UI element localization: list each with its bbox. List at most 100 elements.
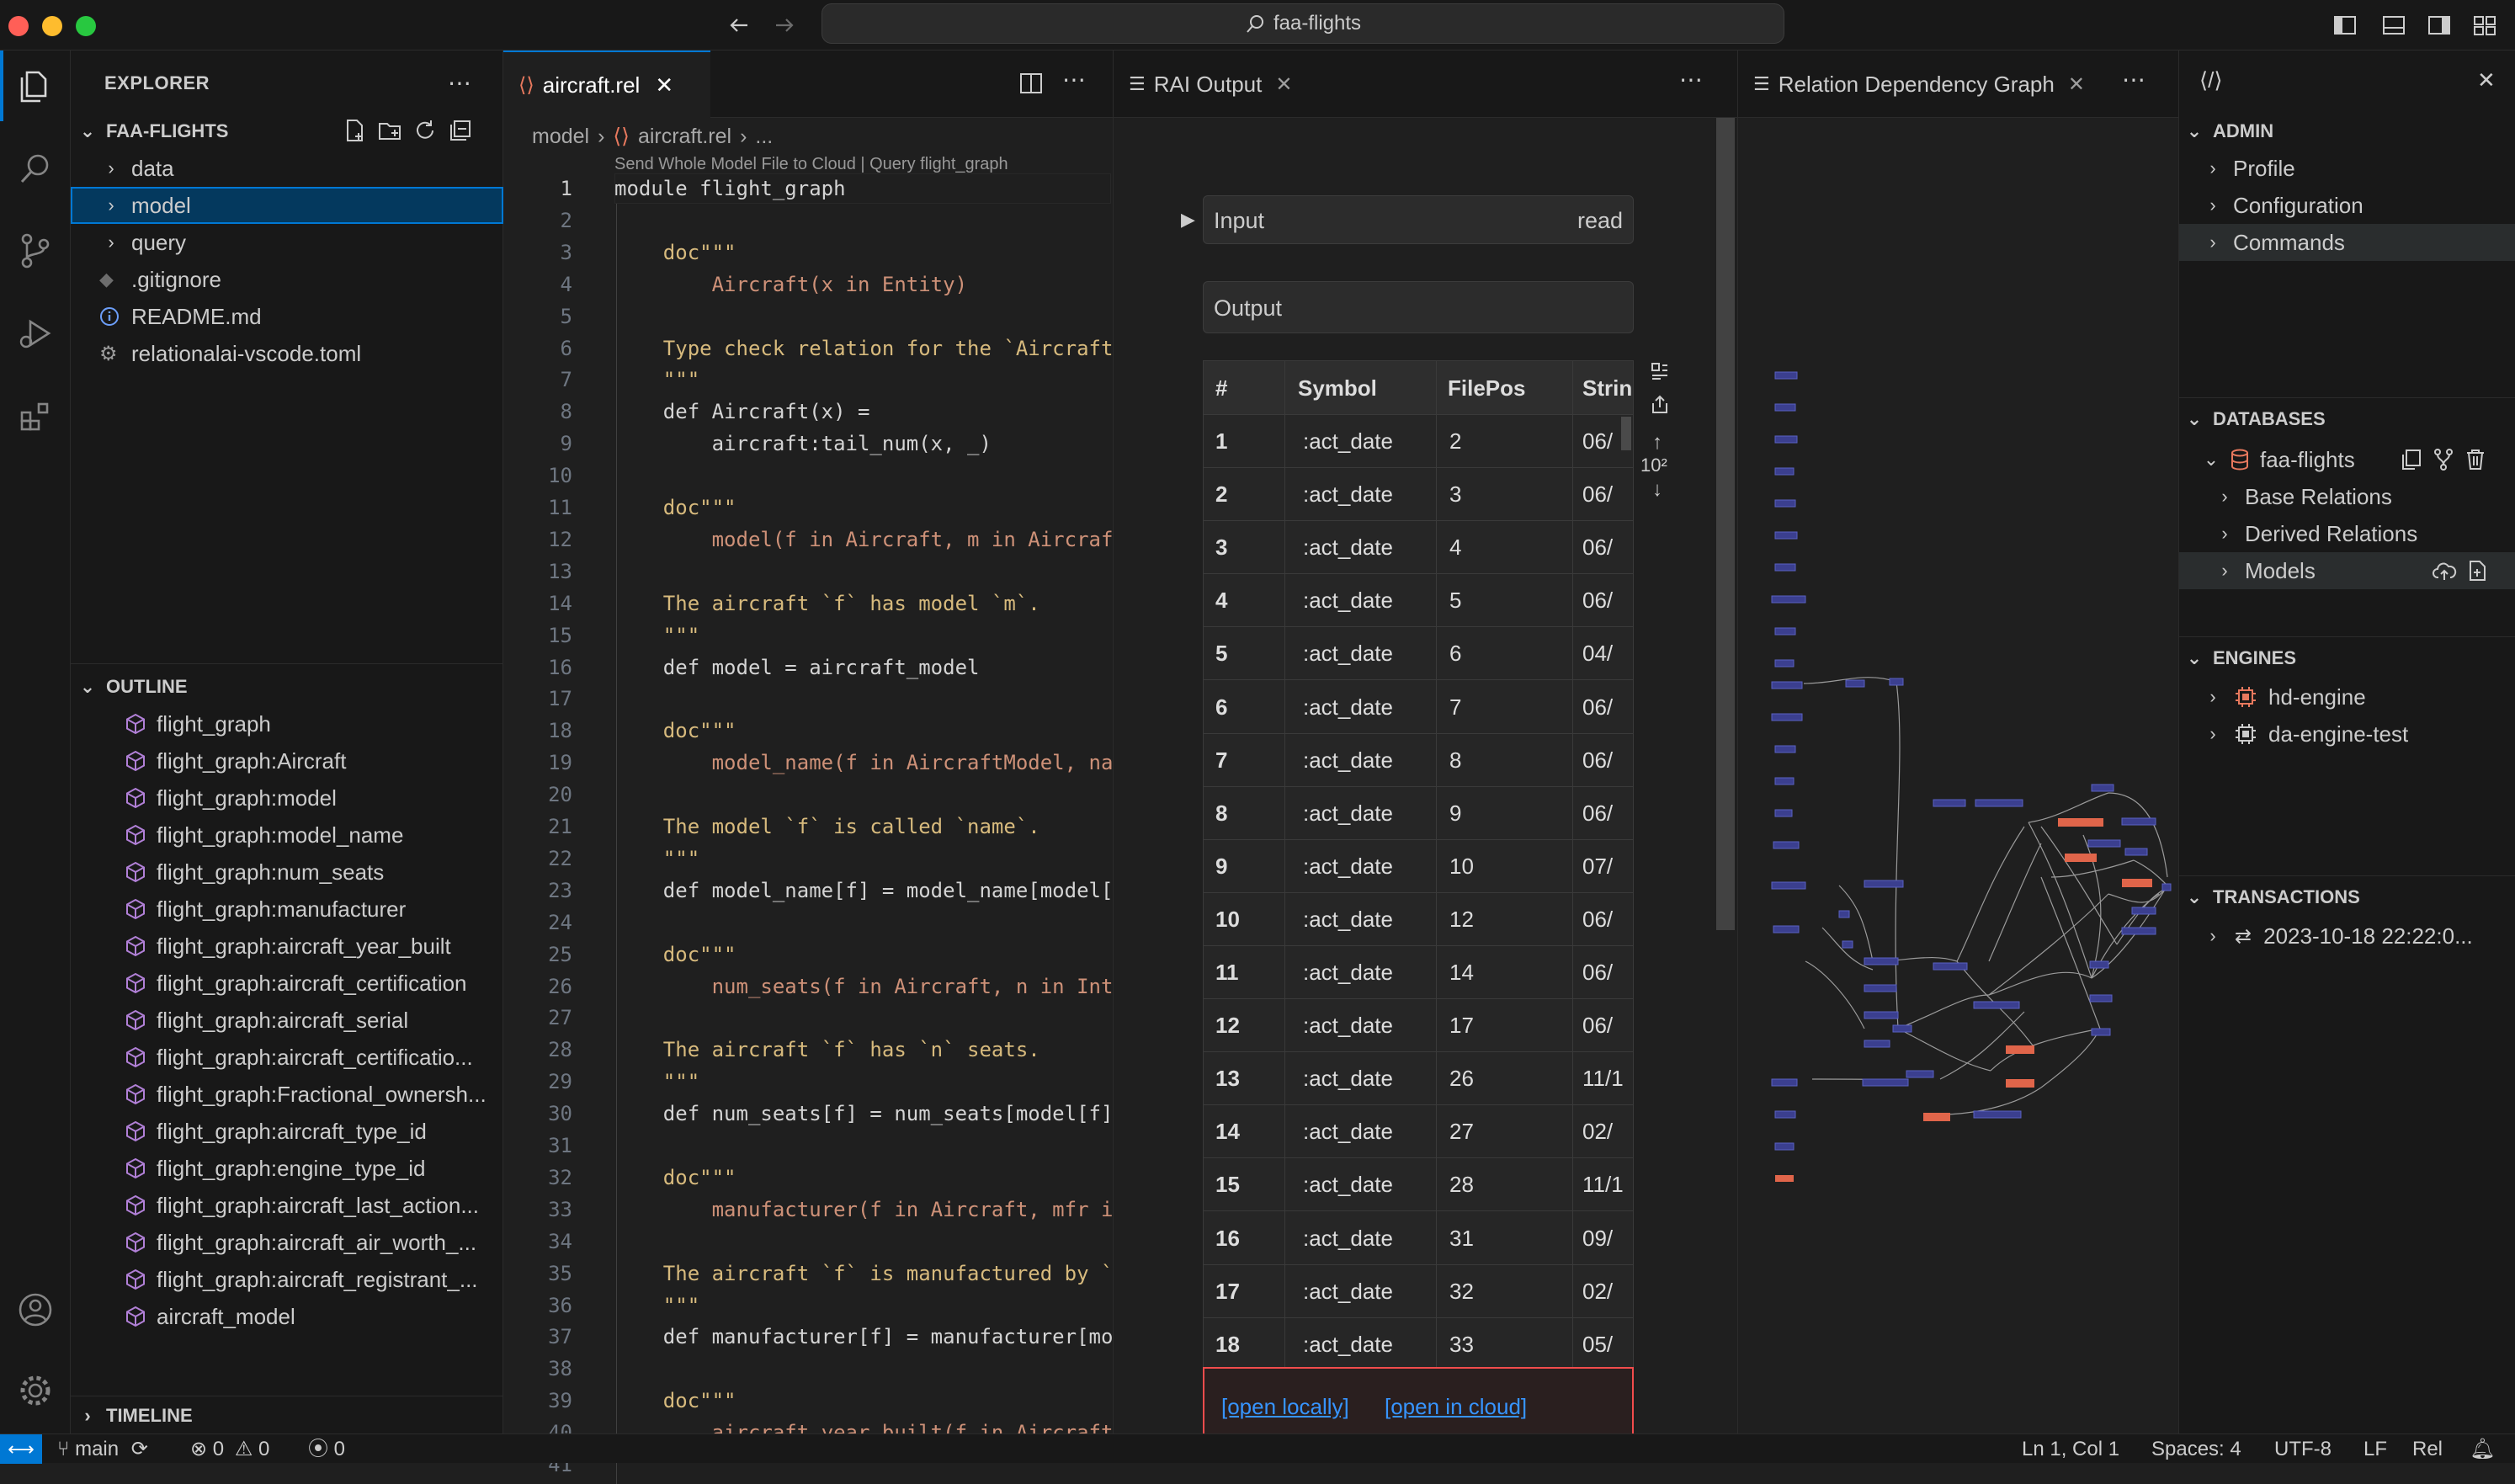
new-model-file-icon[interactable] <box>2465 559 2489 582</box>
table-row[interactable]: 1:act_date 2 06/ <box>1204 415 1633 468</box>
ports-indicator[interactable]: ⦿ 0 <box>308 1434 345 1464</box>
close-window-button[interactable] <box>8 16 29 36</box>
tree-item-query[interactable]: › query <box>71 224 503 261</box>
workspace-header[interactable]: ⌄ FAA-FLIGHTS <box>71 113 503 150</box>
code-line[interactable]: 38 <box>503 1354 1113 1384</box>
maximize-window-button[interactable] <box>76 16 96 36</box>
code-line[interactable]: 12 model(f in Aircraft, m in Aircraf <box>503 524 1113 555</box>
back-arrow-icon[interactable] <box>726 12 752 39</box>
code-line[interactable]: 33 manufacturer(f in Aircraft, mfr i <box>503 1194 1113 1225</box>
table-row[interactable]: 13:act_date 26 11/1 <box>1204 1052 1633 1106</box>
language-mode[interactable]: Rel <box>2412 1438 2443 1460</box>
code-line[interactable]: 20 <box>503 779 1113 810</box>
close-tab-icon[interactable]: ✕ <box>1275 72 1293 96</box>
end-of-line[interactable]: LF <box>2363 1438 2388 1460</box>
tree-item-toml[interactable]: ⚙ relationalai-vscode.toml <box>71 335 503 372</box>
toggle-secondary-sidebar-icon[interactable] <box>2426 12 2453 39</box>
table-row[interactable]: 17:act_date 32 02/ <box>1204 1265 1633 1318</box>
code-line[interactable]: 3 doc""" <box>503 237 1113 268</box>
arrow-up-icon[interactable]: ↑ <box>1652 431 1662 454</box>
code-line[interactable]: 35 The aircraft `f` is manufactured by ` <box>503 1258 1113 1289</box>
code-editor[interactable]: 1 module flight_graph 2 3 doc""" 4 Aircraft(… <box>503 173 1113 1484</box>
table-row[interactable]: 5:act_date 6 04/ <box>1204 627 1633 681</box>
code-line[interactable]: 13 <box>503 556 1113 587</box>
copy-database-icon[interactable] <box>2400 448 2423 471</box>
code-line[interactable]: 27 <box>503 1003 1113 1033</box>
code-line[interactable]: 28 The aircraft `f` has `n` seats. <box>503 1035 1113 1065</box>
code-line[interactable]: 29 """ <box>503 1066 1113 1097</box>
tree-item-model[interactable]: › model <box>71 187 503 224</box>
graph-more-icon[interactable]: ⋯ <box>2122 66 2145 93</box>
table-row[interactable]: 10:act_date 12 06/ <box>1204 893 1633 946</box>
code-line[interactable]: 6 Type check relation for the `Aircraft <box>503 333 1113 364</box>
run-and-debug-icon[interactable] <box>7 305 64 362</box>
close-tab-icon[interactable]: ✕ <box>655 72 674 98</box>
problems-indicator[interactable]: ⊗ 0 ⚠ 0 <box>190 1434 269 1464</box>
table-row[interactable]: 3:act_date 4 06/ <box>1204 521 1633 575</box>
outline-item[interactable]: flight_graph:manufacturer <box>71 891 503 928</box>
table-vertical-scrollbar[interactable] <box>1621 417 1631 450</box>
database-child-models[interactable]: › Models <box>2179 552 2515 589</box>
outline-item[interactable]: flight_graph:model <box>71 779 503 816</box>
transaction-item[interactable]: › ⇄ 2023-10-18 22:22:0... <box>2179 918 2515 955</box>
outline-item[interactable]: flight_graph:aircraft_air_worth_... <box>71 1224 503 1261</box>
outline-item[interactable]: flight_graph:model_name <box>71 816 503 854</box>
expand-triangle-icon[interactable]: ▶ <box>1181 209 1195 230</box>
database-child-base-relations[interactable]: › Base Relations <box>2179 478 2515 515</box>
explorer-more-icon[interactable]: ⋯ <box>448 70 471 96</box>
remote-indicator-icon[interactable]: ⟷ <box>0 1434 42 1464</box>
column-header[interactable]: Symbol <box>1298 375 1377 401</box>
code-line[interactable]: 16 def model = aircraft_model <box>503 652 1113 683</box>
timeline-header[interactable]: › TIMELINE <box>71 1397 503 1434</box>
delete-database-icon[interactable] <box>2464 448 2487 471</box>
outline-item[interactable]: flight_graph:aircraft_certificatio... <box>71 1039 503 1076</box>
outline-item[interactable]: flight_graph <box>71 705 503 742</box>
new-folder-icon[interactable] <box>377 118 402 143</box>
engines-header[interactable]: ⌄ ENGINES <box>2179 640 2515 677</box>
code-line[interactable]: 31 <box>503 1130 1113 1161</box>
outline-item[interactable]: flight_graph:aircraft_year_built <box>71 928 503 965</box>
table-row[interactable]: 9:act_date 10 07/ <box>1204 840 1633 893</box>
code-line[interactable]: 32 doc""" <box>503 1162 1113 1193</box>
code-line[interactable]: 39 doc""" <box>503 1386 1113 1416</box>
table-row[interactable]: 14:act_date 27 02/ <box>1204 1105 1633 1159</box>
tree-item-data[interactable]: › data <box>71 150 503 187</box>
tab-relation-dependency-graph[interactable]: ☰ Relation Dependency Graph ✕ <box>1738 51 2100 118</box>
outline-item[interactable]: flight_graph:Aircraft <box>71 742 503 779</box>
forward-arrow-icon[interactable] <box>771 12 798 39</box>
tree-item-gitignore[interactable]: ◆ .gitignore <box>71 261 503 298</box>
manage-gear-icon[interactable] <box>7 1362 64 1419</box>
code-line[interactable]: 30 def num_seats[f] = num_seats[model[f] <box>503 1098 1113 1129</box>
table-row[interactable]: 4:act_date 5 06/ <box>1204 574 1633 628</box>
toggle-panel-icon[interactable] <box>2380 12 2407 39</box>
engine-item-hd-engine[interactable]: › hd-engine <box>2179 678 2515 715</box>
outline-item[interactable]: flight_graph:aircraft_type_id <box>71 1113 503 1150</box>
table-row[interactable]: 2:act_date 3 06/ <box>1204 468 1633 522</box>
outline-item[interactable]: flight_graph:aircraft_certification <box>71 965 503 1002</box>
codelens[interactable]: Send Whole Model File to Cloud | Query f… <box>614 155 1008 173</box>
outline-item[interactable]: flight_graph:num_seats <box>71 854 503 891</box>
admin-item-commands[interactable]: › Commands <box>2179 224 2515 261</box>
code-line[interactable]: 21 The model `f` is called `name`. <box>503 811 1113 842</box>
explorer-icon[interactable] <box>7 57 64 114</box>
admin-header[interactable]: ⌄ ADMIN <box>2179 113 2515 150</box>
code-line[interactable]: 18 doc""" <box>503 715 1113 746</box>
code-line[interactable]: 17 <box>503 683 1113 714</box>
table-row[interactable]: 7:act_date 8 06/ <box>1204 734 1633 787</box>
code-line[interactable]: 24 <box>503 907 1113 938</box>
search-activity-icon[interactable] <box>7 140 64 197</box>
code-line[interactable]: 2 <box>503 205 1113 236</box>
column-header[interactable]: # <box>1215 375 1228 401</box>
databases-header[interactable]: ⌄ DATABASES <box>2179 401 2515 438</box>
command-center-search[interactable]: faa-flights <box>821 3 1784 44</box>
toggle-primary-sidebar-icon[interactable] <box>2332 12 2358 39</box>
outline-item[interactable]: flight_graph:aircraft_registrant_... <box>71 1261 503 1298</box>
cursor-position[interactable]: Ln 1, Col 1 <box>2022 1438 2120 1460</box>
code-line[interactable]: 26 num_seats(f in Aircraft, n in Int <box>503 971 1113 1002</box>
collapse-all-icon[interactable] <box>448 118 473 143</box>
close-tab-icon[interactable]: ✕ <box>2067 72 2085 96</box>
code-line[interactable]: 19 model_name(f in AircraftModel, na <box>503 747 1113 778</box>
input-section[interactable]: Input read <box>1203 195 1634 244</box>
outline-item[interactable]: flight_graph:engine_type_id <box>71 1150 503 1187</box>
arrow-down-icon[interactable]: ↓ <box>1652 478 1662 501</box>
